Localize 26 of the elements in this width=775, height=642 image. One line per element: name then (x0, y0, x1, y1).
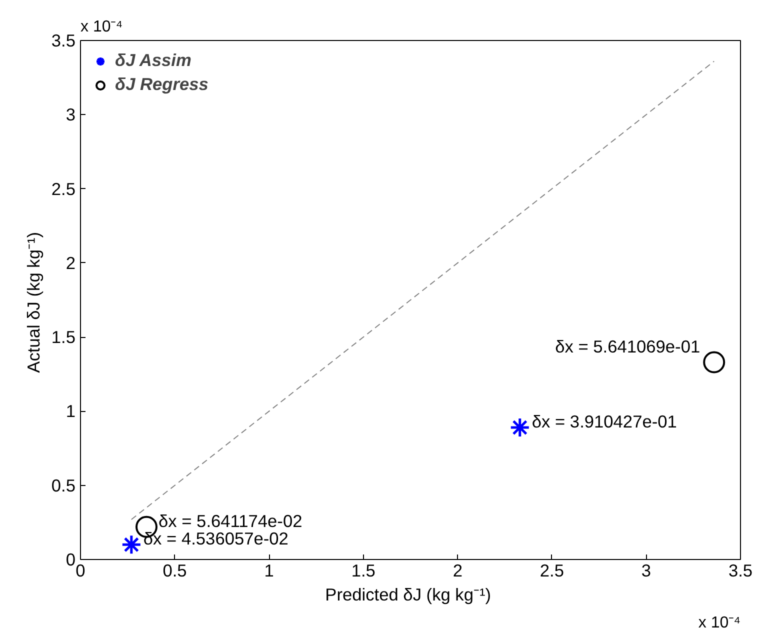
point (121, 534, 142, 555)
annotation: δx = 3.910427e-01 (532, 412, 677, 432)
x-axis-title: Predicted δJ (kg kg⁻¹) (325, 584, 492, 604)
text: x 10⁻⁴ (80, 18, 123, 36)
y-tick-label: 3.5 (51, 30, 76, 50)
y-tick-label: 3 (66, 104, 76, 125)
x-tick-label: 2.5 (540, 560, 564, 580)
x-tick-label: 1.5 (351, 560, 376, 580)
annotation: δx = 5.641174e-02 (158, 510, 302, 531)
annotation: δx = 5.641069e-01 (555, 336, 700, 356)
y-axis-title: Actual δJ (kg kg⁻¹) (23, 232, 44, 373)
x-tick-label: 3 (641, 560, 652, 580)
point (703, 351, 726, 374)
text: x 10⁻⁴ (698, 614, 741, 632)
y-tick-label: 1 (66, 401, 76, 422)
legend-label: δJ Regress (115, 74, 208, 95)
point (510, 417, 530, 438)
y-tick-label: 1.5 (51, 327, 76, 348)
x-tick-label: 3.5 (728, 560, 753, 580)
y-tick-label: 0.5 (51, 475, 76, 496)
x-tick-label: 2 (452, 560, 462, 580)
x-tick-label: 1 (264, 560, 274, 580)
y-tick-label: 2.5 (51, 178, 76, 199)
legend-label: δJ Assim (115, 50, 192, 71)
x-tick-label: 0.5 (162, 560, 187, 580)
y-tick-label: 2 (66, 252, 76, 273)
